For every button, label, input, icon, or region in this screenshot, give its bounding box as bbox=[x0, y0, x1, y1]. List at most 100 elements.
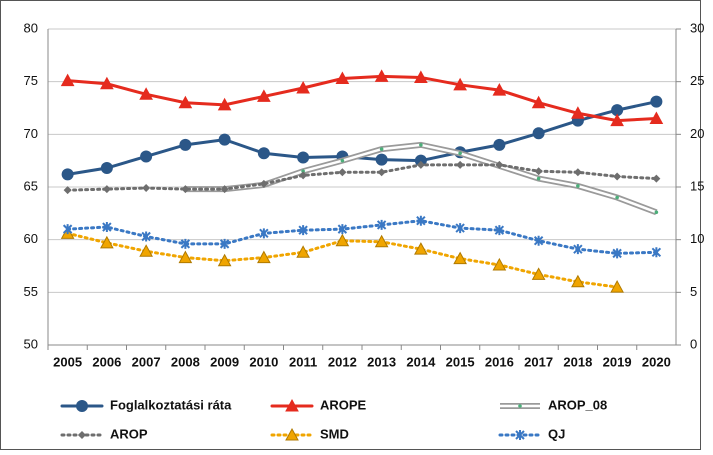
data-point bbox=[178, 95, 193, 109]
series-line bbox=[66, 74, 658, 123]
data-point bbox=[492, 257, 507, 271]
data-point bbox=[180, 238, 191, 249]
data-point bbox=[178, 250, 193, 264]
data-point bbox=[335, 233, 350, 247]
y2-tick-label: 0 bbox=[690, 336, 697, 351]
data-point bbox=[613, 172, 622, 181]
data-point bbox=[534, 167, 543, 176]
data-point bbox=[102, 185, 111, 194]
x-tick-label: 2015 bbox=[446, 354, 475, 369]
x-tick-label: 2013 bbox=[367, 354, 396, 369]
x-tick-label: 2016 bbox=[485, 354, 514, 369]
data-point bbox=[220, 185, 229, 194]
y2-tick-label: 20 bbox=[690, 126, 704, 141]
data-point bbox=[610, 280, 624, 293]
y-tick-label: 65 bbox=[24, 178, 38, 193]
data-point bbox=[61, 168, 74, 181]
x-tick-label: 2010 bbox=[249, 354, 278, 369]
data-point bbox=[615, 195, 619, 200]
legend-label: AROP bbox=[110, 426, 148, 441]
data-point bbox=[338, 168, 347, 177]
data-point bbox=[219, 238, 230, 249]
data-point bbox=[612, 248, 622, 259]
data-point bbox=[573, 168, 582, 177]
data-point bbox=[419, 143, 423, 147]
data-point bbox=[374, 69, 389, 82]
y2-tick-label: 5 bbox=[690, 284, 697, 299]
data-point bbox=[63, 186, 72, 195]
data-point bbox=[649, 111, 664, 125]
data-point bbox=[654, 210, 659, 215]
data-point bbox=[179, 138, 192, 151]
y2-tick-label: 25 bbox=[690, 73, 704, 88]
data-point bbox=[141, 231, 151, 242]
data-point bbox=[573, 244, 583, 255]
data-point bbox=[571, 274, 585, 288]
data-point bbox=[652, 174, 661, 183]
data-point bbox=[453, 77, 467, 91]
legend-marker bbox=[518, 404, 522, 408]
legend-label: SMD bbox=[320, 426, 349, 441]
data-point bbox=[455, 223, 465, 234]
data-point bbox=[217, 97, 232, 111]
data-point bbox=[453, 251, 467, 265]
data-point bbox=[62, 224, 73, 235]
y2-tick-label: 10 bbox=[690, 231, 704, 246]
x-tick-label: 2009 bbox=[210, 354, 239, 369]
legend-label: AROPE bbox=[320, 397, 367, 412]
data-point bbox=[297, 151, 310, 164]
x-tick-label: 2011 bbox=[289, 354, 317, 369]
data-point bbox=[414, 242, 428, 255]
x-tick-label: 2020 bbox=[642, 354, 671, 369]
data-point bbox=[100, 162, 113, 175]
data-point bbox=[456, 160, 465, 169]
data-point bbox=[458, 151, 462, 156]
data-point bbox=[377, 168, 386, 177]
data-point bbox=[610, 113, 624, 127]
data-point bbox=[181, 185, 190, 194]
data-point bbox=[414, 70, 428, 83]
data-point bbox=[257, 250, 271, 264]
data-point bbox=[494, 225, 505, 236]
data-point bbox=[532, 127, 545, 140]
data-point bbox=[533, 235, 544, 246]
data-point bbox=[139, 87, 153, 100]
data-point bbox=[340, 158, 345, 163]
data-point bbox=[102, 222, 112, 233]
data-point bbox=[299, 171, 308, 180]
legend-label: Foglalkoztatási ráta bbox=[110, 397, 232, 412]
legend-marker bbox=[285, 427, 299, 441]
data-point bbox=[576, 184, 580, 188]
y-tick-label: 75 bbox=[24, 73, 38, 88]
series-line bbox=[66, 100, 658, 176]
data-point bbox=[376, 219, 387, 230]
data-point bbox=[650, 95, 663, 108]
x-tick-label: 2014 bbox=[406, 354, 436, 369]
data-point bbox=[495, 160, 504, 169]
data-point bbox=[140, 150, 153, 163]
x-tick-label: 2019 bbox=[603, 354, 632, 369]
y-tick-label: 80 bbox=[24, 20, 38, 35]
data-point bbox=[337, 224, 348, 235]
data-point bbox=[301, 169, 305, 173]
legend-label: QJ bbox=[548, 426, 565, 441]
data-point bbox=[259, 179, 268, 188]
data-point bbox=[536, 176, 541, 181]
data-point bbox=[416, 215, 426, 226]
data-point bbox=[611, 104, 624, 117]
data-point bbox=[414, 154, 427, 167]
x-tick-label: 2017 bbox=[524, 354, 553, 369]
y-tick-label: 70 bbox=[24, 126, 38, 141]
y2-tick-label: 15 bbox=[690, 178, 704, 193]
legend-marker bbox=[515, 430, 525, 440]
data-point bbox=[374, 234, 389, 248]
data-point bbox=[375, 153, 388, 166]
data-point bbox=[217, 253, 232, 267]
data-point bbox=[571, 106, 585, 119]
data-point bbox=[416, 160, 425, 169]
legend-marker bbox=[76, 400, 88, 412]
data-point bbox=[60, 73, 75, 87]
y-tick-label: 60 bbox=[24, 231, 38, 246]
data-point bbox=[259, 228, 269, 239]
